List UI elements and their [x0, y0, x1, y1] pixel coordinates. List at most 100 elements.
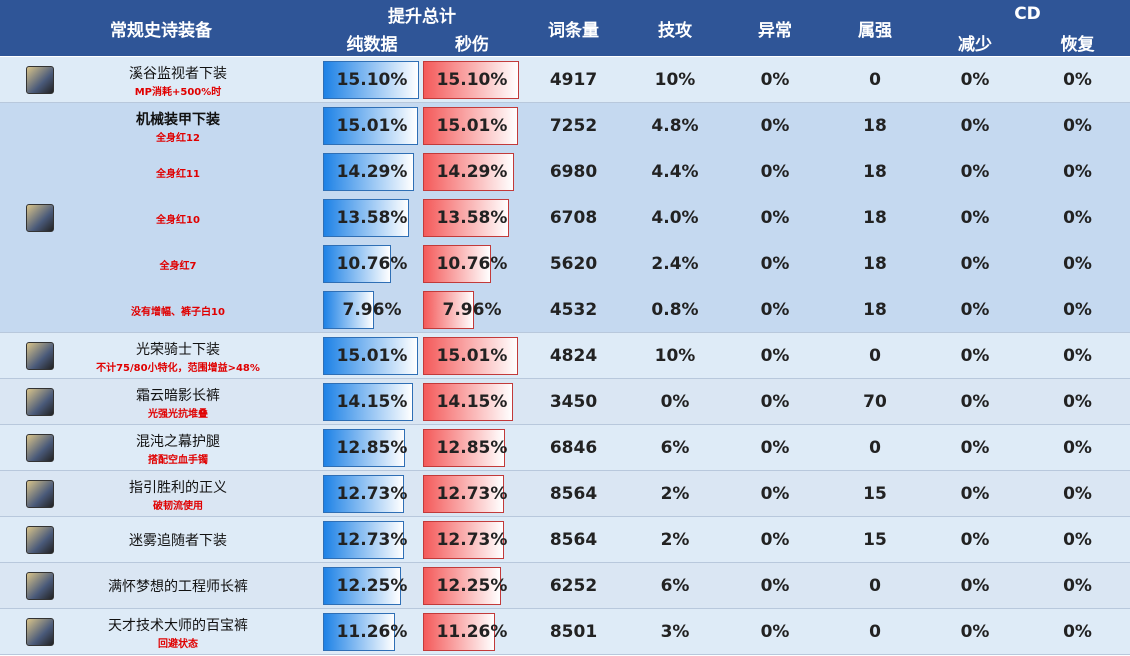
item-name: 满怀梦想的工程师长裤 — [108, 579, 248, 595]
name-cell: 指引胜利的正义 破韧流使用 — [78, 471, 278, 517]
value-cell: 11.26% — [436, 622, 508, 642]
value-cell: 15.01% — [336, 346, 408, 366]
value-cell: 0% — [760, 576, 790, 596]
data-bar — [323, 613, 395, 651]
value-cell: 6846 — [549, 438, 598, 458]
value-cell: 0% — [1063, 484, 1092, 504]
value-cell: 0% — [960, 300, 990, 320]
item-note: 回避状态 — [158, 638, 198, 650]
value-cell: 15 — [863, 530, 887, 550]
value-cell: 15 — [863, 484, 887, 504]
header-cell: 恢复 — [1060, 34, 1095, 55]
value-cell: 3% — [660, 622, 690, 642]
value-cell: 0 — [869, 576, 881, 596]
value-cell: 0% — [960, 254, 990, 274]
data-bar — [423, 61, 519, 99]
row-bg — [0, 563, 1130, 609]
item-icon — [26, 480, 54, 508]
value-cell: 0% — [1063, 622, 1092, 642]
row-bg — [0, 425, 1130, 471]
value-cell: 18 — [863, 300, 887, 320]
value-cell: 0% — [1063, 576, 1092, 596]
value-cell: 10% — [654, 70, 696, 90]
value-cell: 0% — [760, 254, 790, 274]
value-cell: 6708 — [549, 208, 598, 228]
data-bar — [323, 567, 401, 605]
value-cell: 0% — [960, 438, 990, 458]
header-cell: 秒伤 — [455, 34, 489, 55]
data-bar — [323, 107, 419, 145]
data-bar — [423, 429, 505, 467]
data-bar — [323, 153, 414, 191]
value-cell: 6% — [660, 438, 690, 458]
row-bg — [0, 379, 1130, 425]
value-cell: 12.73% — [336, 530, 408, 550]
item-icon — [26, 572, 54, 600]
data-bar — [423, 245, 492, 283]
value-cell: 0% — [1063, 116, 1092, 136]
name-cell: 全身红11 — [78, 149, 278, 195]
data-bar — [323, 383, 413, 421]
value-cell: 0% — [660, 392, 690, 412]
name-cell: 全身红7 — [78, 241, 278, 287]
header-cell: 异常 — [758, 20, 792, 41]
row-bg — [0, 517, 1130, 563]
value-cell: 0% — [1063, 530, 1092, 550]
value-cell: 12.85% — [436, 438, 508, 458]
value-cell: 7.96% — [442, 300, 502, 320]
item-name: 迷雾追随者下装 — [129, 533, 227, 549]
value-cell: 70 — [863, 392, 887, 412]
value-cell: 15.10% — [336, 70, 408, 90]
value-cell: 15.01% — [436, 346, 508, 366]
value-cell: 12.25% — [336, 576, 408, 596]
value-cell: 0% — [760, 208, 790, 228]
value-cell: 4532 — [549, 300, 598, 320]
data-bar — [423, 567, 501, 605]
item-icon — [26, 204, 54, 232]
header-cell: 属强 — [858, 20, 892, 41]
value-cell: 5620 — [549, 254, 598, 274]
value-cell: 14.29% — [336, 162, 408, 182]
item-name: 天才技术大师的百宝裤 — [108, 617, 248, 634]
value-cell: 0% — [960, 530, 990, 550]
value-cell: 13.58% — [436, 208, 508, 228]
data-bar — [323, 429, 405, 467]
data-bar — [423, 153, 514, 191]
value-cell: 0 — [869, 70, 881, 90]
header-bg — [0, 0, 1130, 56]
value-cell: 0% — [760, 392, 790, 412]
value-cell: 8501 — [549, 622, 598, 642]
value-cell: 12.25% — [436, 576, 508, 596]
value-cell: 0% — [760, 116, 790, 136]
value-cell: 0 — [869, 622, 881, 642]
item-note: 破韧流使用 — [153, 500, 203, 512]
row-bg — [0, 57, 1130, 103]
header-cell: 提升总计 — [388, 6, 456, 27]
item-icon — [26, 342, 54, 370]
data-bar — [323, 337, 419, 375]
value-cell: 0% — [960, 484, 990, 504]
value-cell: 0% — [960, 116, 990, 136]
value-cell: 0% — [1063, 254, 1092, 274]
value-cell: 12.85% — [336, 438, 408, 458]
value-cell: 18 — [863, 116, 887, 136]
value-cell: 0% — [1063, 346, 1092, 366]
row-bg — [0, 609, 1130, 655]
value-cell: 14.29% — [436, 162, 508, 182]
value-cell: 15.10% — [436, 70, 508, 90]
value-cell: 0 — [869, 438, 881, 458]
value-cell: 4824 — [549, 346, 598, 366]
data-bar — [323, 521, 404, 559]
value-cell: 7.96% — [342, 300, 402, 320]
value-cell: 0% — [1063, 208, 1092, 228]
value-cell: 10% — [654, 346, 696, 366]
data-bar — [423, 291, 474, 329]
item-icon — [26, 434, 54, 462]
value-cell: 0% — [1063, 70, 1092, 90]
item-icon — [26, 388, 54, 416]
value-cell: 0% — [760, 438, 790, 458]
value-cell: 6980 — [549, 162, 598, 182]
value-cell: 10.76% — [336, 254, 408, 274]
item-name: 光荣骑士下装 — [136, 341, 220, 358]
value-cell: 18 — [863, 162, 887, 182]
